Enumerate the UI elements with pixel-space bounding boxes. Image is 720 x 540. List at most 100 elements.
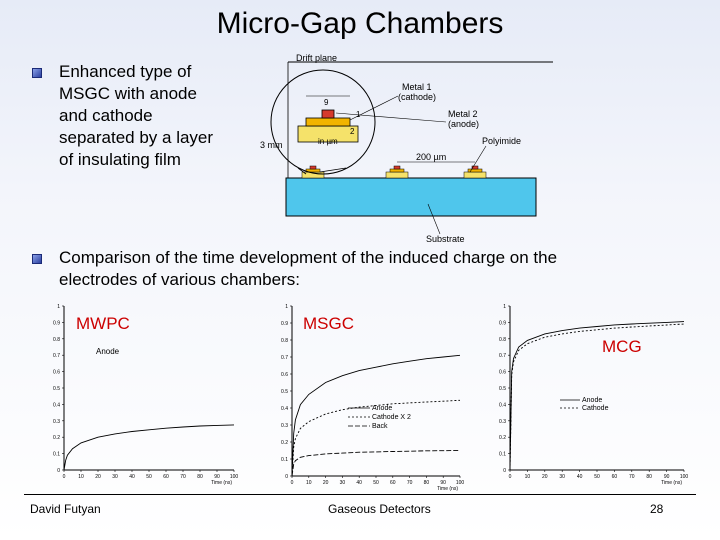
legend-label: Anode [582, 397, 602, 404]
x-tick-label: 50 [373, 480, 379, 486]
mgc-cross-section-diagram: Drift plane 3 mm 9 1 2 in µm Metal 1 (ca… [260, 53, 553, 244]
y-tick-label: 0.1 [53, 452, 60, 458]
x-tick-label: 0 [63, 474, 66, 480]
y-tick-label: 0.2 [281, 440, 288, 446]
chart-axes [509, 306, 684, 471]
x-tick-label: 80 [424, 480, 430, 486]
bullet-text-1: Enhanced type of MSGC with anode and cat… [59, 61, 259, 171]
mcg-title: MCG [602, 337, 642, 356]
y-tick-label: 0.1 [499, 452, 506, 458]
footer-author: David Futyan [30, 502, 101, 516]
y-tick-label: 0.3 [499, 419, 506, 425]
y-tick-label: 0.3 [53, 419, 60, 425]
y-tick-label: 0 [503, 468, 506, 474]
legend-label: Back [372, 423, 388, 430]
legend-label: Anode [372, 405, 392, 412]
legend-label: Cathode X 2 [372, 414, 411, 421]
metal1-leader [349, 95, 399, 121]
x-tick-label: 100 [680, 474, 689, 480]
polyimide-label: Polyimide [482, 136, 521, 146]
y-tick-label: 0.8 [53, 337, 60, 343]
x-tick-label: 70 [180, 474, 186, 480]
anode-label: (anode) [448, 119, 479, 129]
y-tick-label: 0.6 [499, 370, 506, 376]
y-tick-label: 0.5 [53, 386, 60, 392]
y-tick-label: 0.7 [53, 353, 60, 359]
x-tick-label: 40 [129, 474, 135, 480]
substrate-block [285, 177, 537, 217]
x-axis-unit: Time (ns) [661, 480, 682, 486]
dim-3mm-label: 3 mm [260, 140, 283, 150]
y-tick-label: 0.5 [499, 386, 506, 392]
y-tick-label: 0.5 [281, 389, 288, 395]
polyimide-leader [469, 145, 487, 173]
x-tick-label: 90 [440, 480, 446, 486]
polyimide-strip-2 [385, 171, 409, 179]
legend-label: Cathode [582, 405, 609, 412]
zoom-cathode [305, 117, 351, 127]
x-tick-label: 20 [95, 474, 101, 480]
bullet-1-line-5: of insulating film [59, 150, 181, 169]
y-tick-label: 0.9 [53, 320, 60, 326]
series-line-anode [509, 321, 685, 471]
y-tick-label: 0.3 [281, 423, 288, 429]
x-tick-label: 80 [646, 474, 652, 480]
cathode-label: (cathode) [398, 92, 436, 102]
bullet-1-line-4: separated by a layer [59, 128, 214, 147]
x-tick-label: 70 [407, 480, 413, 486]
x-axis-unit: Time (ns) [437, 486, 458, 492]
bullet-1-line-1: Enhanced type of [59, 62, 192, 81]
y-tick-label: 1 [503, 304, 506, 310]
y-tick-label: 0.8 [281, 338, 288, 344]
dim-2-label: 2 [350, 127, 355, 136]
series-line-back [291, 450, 461, 477]
y-tick-label: 0.2 [499, 435, 506, 441]
x-tick-label: 10 [525, 474, 531, 480]
x-tick-label: 90 [664, 474, 670, 480]
x-tick-label: 10 [78, 474, 84, 480]
series-line-anode [63, 424, 235, 471]
y-tick-label: 0.4 [281, 406, 288, 412]
y-tick-label: 0.6 [281, 372, 288, 378]
y-tick-label: 0.4 [499, 402, 506, 408]
x-tick-label: 0 [509, 474, 512, 480]
msgc-chart: 00.10.20.30.40.50.60.70.80.910 10 20 30 40 50… [281, 304, 464, 492]
metal2-label: Metal 2 [448, 109, 478, 119]
x-tick-label: 60 [163, 474, 169, 480]
x-tick-label: 30 [112, 474, 118, 480]
y-tick-label: 0.7 [281, 355, 288, 361]
bullet-2-line-1: Comparison of the time development of th… [59, 248, 558, 267]
footer-divider [24, 494, 696, 495]
x-tick-label: 50 [146, 474, 152, 480]
y-tick-label: 0.2 [53, 435, 60, 441]
mwpc-chart: 00.10.20.30.40.50.60.70.80.910 10 20 30 40 50… [53, 304, 239, 486]
cathode-strip-2 [389, 168, 405, 173]
dim-9-label: 9 [324, 98, 329, 107]
bullet-text-2: Comparison of the time development of th… [59, 247, 699, 291]
x-tick-label: 100 [230, 474, 239, 480]
anode-strip-2 [393, 165, 401, 170]
magnify-pointer-1 [297, 167, 307, 175]
y-tick-label: 0 [57, 468, 60, 474]
strip-group [301, 165, 487, 179]
zoom-anode [321, 109, 335, 119]
y-tick-label: 0.8 [499, 337, 506, 343]
x-tick-label: 40 [356, 480, 362, 486]
dim-um-label: in µm [318, 137, 338, 146]
polyimide-strip-3 [463, 171, 487, 179]
substrate-label: Substrate [426, 234, 465, 244]
bullet-2-line-2: electrodes of various chambers: [59, 270, 300, 289]
y-tick-label: 0 [285, 474, 288, 480]
x-tick-label: 50 [594, 474, 600, 480]
metal2-leader [335, 112, 447, 123]
slide-title: Micro-Gap Chambers [216, 7, 504, 40]
bullet-1-line-3: and cathode [59, 106, 153, 125]
dim-1-label: 1 [356, 110, 361, 119]
y-tick-label: 0.4 [53, 402, 60, 408]
x-tick-label: 20 [323, 480, 329, 486]
y-tick-label: 0.9 [281, 321, 288, 327]
substrate-leader [427, 203, 441, 235]
y-tick-label: 1 [57, 304, 60, 310]
x-tick-label: 70 [629, 474, 635, 480]
msgc-title: MSGC [303, 314, 354, 333]
